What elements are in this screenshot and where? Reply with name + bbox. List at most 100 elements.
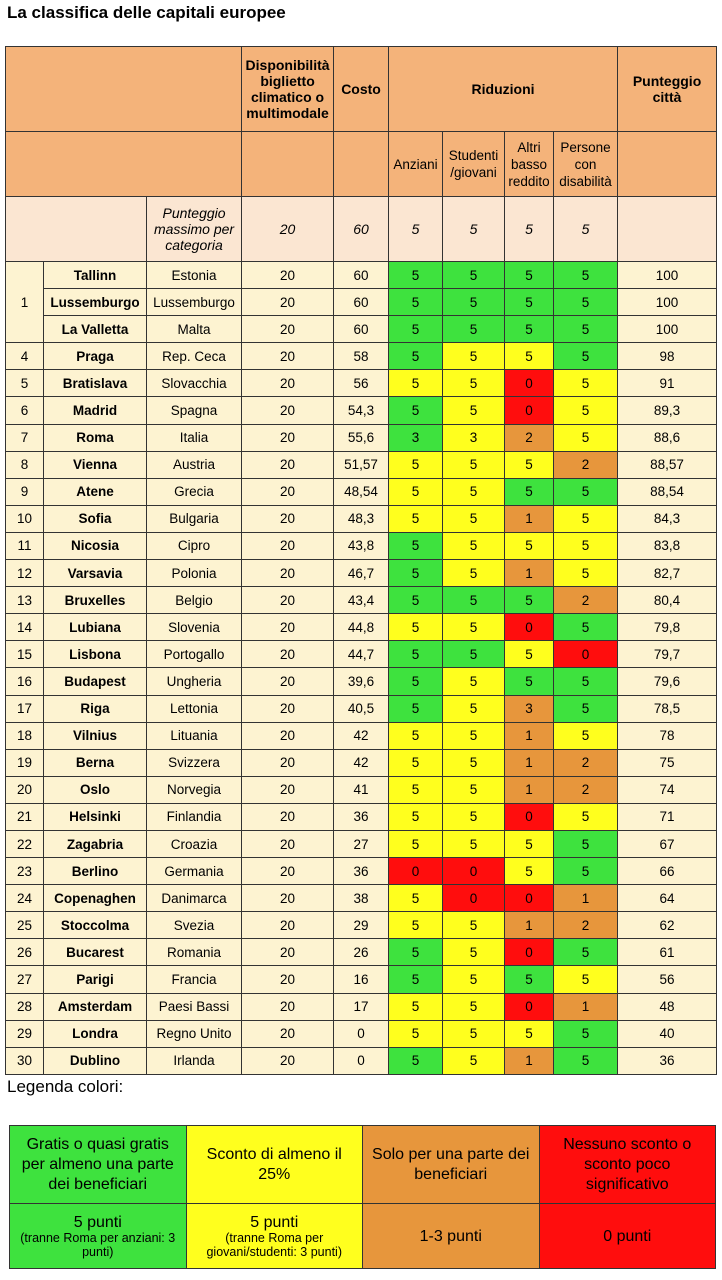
city-cell: Lussemburgo bbox=[43, 288, 147, 317]
subheader-blank-cost bbox=[333, 131, 390, 197]
country-cell: Finlandia bbox=[145, 802, 243, 831]
rank-cell: 15 bbox=[5, 640, 44, 669]
costo-cell: 46,7 bbox=[333, 559, 390, 588]
studenti-cell: 5 bbox=[442, 965, 506, 994]
disponibilita-cell: 20 bbox=[241, 775, 335, 804]
rank-cell: 10 bbox=[5, 504, 44, 533]
header-punteggio: Punteggio città bbox=[617, 46, 718, 132]
country-cell: Irlanda bbox=[145, 1046, 243, 1075]
anziani-cell: 5 bbox=[388, 260, 444, 290]
studenti-cell: 5 bbox=[442, 477, 506, 506]
country-cell: Svezia bbox=[145, 911, 243, 940]
subheader-blank-disp bbox=[241, 131, 335, 197]
anziani-cell: 5 bbox=[388, 396, 444, 425]
disponibilita-cell: 20 bbox=[241, 342, 335, 371]
disponibilita-cell: 20 bbox=[241, 504, 335, 533]
subheader-persone: Persone con disabilità bbox=[553, 131, 619, 197]
table-row: 29 Londra Regno Unito 20 0 5 5 5 5 40 bbox=[5, 1019, 718, 1048]
country-cell: Polonia bbox=[145, 559, 243, 588]
anziani-cell: 5 bbox=[388, 965, 444, 994]
legend-yellow-points: 5 punti (tranne Roma per giovani/student… bbox=[185, 1203, 363, 1269]
altri-reddito-cell: 0 bbox=[504, 938, 555, 967]
legend-red-desc: Nessuno sconto o sconto poco significati… bbox=[538, 1125, 716, 1204]
disabilita-cell: 5 bbox=[553, 531, 619, 561]
city-cell: Lisbona bbox=[43, 640, 147, 669]
city-cell: Oslo bbox=[43, 775, 147, 804]
city-cell: Vienna bbox=[43, 450, 147, 479]
ranking-rows: 1 Tallinn Estonia 20 60 5 5 5 5 100 Lussemburgo Lus… bbox=[5, 260, 718, 1075]
disponibilita-cell: 20 bbox=[241, 559, 335, 588]
altri-reddito-cell: 1 bbox=[504, 721, 555, 750]
altri-reddito-cell: 5 bbox=[504, 829, 555, 859]
legend-green-note: (tranne Roma per anziani: 3 punti) bbox=[20, 1230, 176, 1259]
costo-cell: 42 bbox=[333, 721, 390, 750]
punteggio-cell: 82,7 bbox=[617, 559, 718, 588]
city-cell: Roma bbox=[43, 423, 147, 452]
costo-cell: 55,6 bbox=[333, 423, 390, 452]
costo-cell: 40,5 bbox=[333, 694, 390, 723]
country-cell: Romania bbox=[145, 938, 243, 967]
country-cell: Danimarca bbox=[145, 884, 243, 913]
altri-reddito-cell: 5 bbox=[504, 450, 555, 479]
anziani-cell: 5 bbox=[388, 450, 444, 479]
disabilita-cell: 1 bbox=[553, 992, 619, 1021]
table-row: 1 Tallinn Estonia 20 60 5 5 5 5 100 bbox=[5, 260, 718, 344]
table-row: 22 Zagabria Croazia 20 27 5 5 5 5 67 bbox=[5, 829, 718, 859]
country-cell: Lettonia bbox=[145, 694, 243, 723]
punteggio-cell: 83,8 bbox=[617, 531, 718, 561]
rank-cell: 29 bbox=[5, 1019, 44, 1048]
country-cell: Spagna bbox=[145, 396, 243, 425]
punteggio-cell: 89,3 bbox=[617, 396, 718, 425]
country-cell: Cipro bbox=[145, 531, 243, 561]
punteggio-cell: 79,7 bbox=[617, 640, 718, 669]
anziani-cell: 5 bbox=[388, 613, 444, 642]
table-row: 4 Praga Rep. Ceca 20 58 5 5 5 5 98 bbox=[5, 342, 718, 371]
country-cell: Italia bbox=[145, 423, 243, 452]
studenti-cell: 5 bbox=[442, 911, 506, 940]
rank-cell: 25 bbox=[5, 911, 44, 940]
altri-reddito-cell: 1 bbox=[504, 559, 555, 588]
rank-cell: 7 bbox=[5, 423, 44, 452]
city-cell: Amsterdam bbox=[43, 992, 147, 1021]
punteggio-cell: 75 bbox=[617, 748, 718, 777]
disabilita-cell: 5 bbox=[553, 559, 619, 588]
anziani-cell: 5 bbox=[388, 775, 444, 804]
country-cell: Germania bbox=[145, 857, 243, 886]
disabilita-cell: 2 bbox=[553, 911, 619, 940]
rank-cell: 20 bbox=[5, 775, 44, 804]
disabilita-cell: 5 bbox=[553, 260, 619, 290]
table-row: 16 Budapest Ungheria 20 39,6 5 5 5 5 79,6 bbox=[5, 667, 718, 696]
rank-cell: 14 bbox=[5, 613, 44, 642]
rank-cell: 26 bbox=[5, 938, 44, 967]
punteggio-cell: 91 bbox=[617, 369, 718, 398]
anziani-cell: 5 bbox=[388, 1019, 444, 1048]
altri-reddito-cell: 0 bbox=[504, 396, 555, 425]
city-cell: Bucarest bbox=[43, 938, 147, 967]
city-cell: Atene bbox=[43, 477, 147, 506]
disponibilita-cell: 20 bbox=[241, 965, 335, 994]
disabilita-cell: 5 bbox=[553, 613, 619, 642]
max-persone: 5 bbox=[553, 196, 619, 262]
anziani-cell: 5 bbox=[388, 315, 444, 344]
header-costo: Costo bbox=[333, 46, 390, 132]
disponibilita-cell: 20 bbox=[241, 369, 335, 398]
punteggio-cell: 78 bbox=[617, 721, 718, 750]
altri-reddito-cell: 0 bbox=[504, 884, 555, 913]
anziani-cell: 5 bbox=[388, 938, 444, 967]
city-cell: Lubiana bbox=[43, 613, 147, 642]
max-label: Punteggio massimo per categoria bbox=[145, 196, 243, 262]
studenti-cell: 5 bbox=[442, 559, 506, 588]
disponibilita-cell: 20 bbox=[241, 911, 335, 940]
costo-cell: 0 bbox=[333, 1046, 390, 1075]
punteggio-cell: 62 bbox=[617, 911, 718, 940]
city-cell: Berna bbox=[43, 748, 147, 777]
anziani-cell: 5 bbox=[388, 369, 444, 398]
country-cell: Austria bbox=[145, 450, 243, 479]
anziani-cell: 5 bbox=[388, 911, 444, 940]
country-cell: Regno Unito bbox=[145, 1019, 243, 1048]
rank-cell: 5 bbox=[5, 369, 44, 398]
studenti-cell: 5 bbox=[442, 613, 506, 642]
costo-cell: 58 bbox=[333, 342, 390, 371]
studenti-cell: 5 bbox=[442, 992, 506, 1021]
disponibilita-cell: 20 bbox=[241, 884, 335, 913]
